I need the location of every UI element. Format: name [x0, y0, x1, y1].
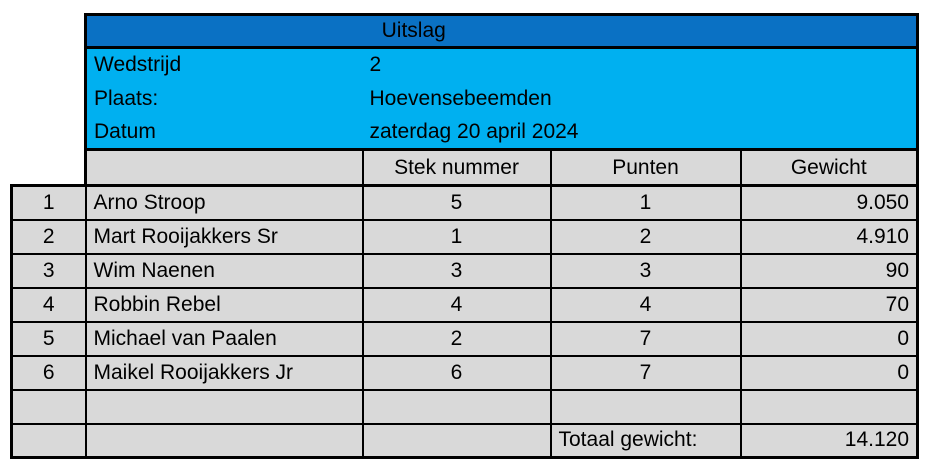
spacer-cell: [11, 115, 86, 150]
total-row: Totaal gewicht: 14.120: [10, 422, 919, 459]
stek-cell: 2: [361, 320, 552, 357]
empty-cell: [84, 422, 364, 459]
gewicht-cell: 70: [739, 286, 919, 323]
punten-cell: 7: [549, 320, 742, 357]
meta-value-wedstrijd: 2: [362, 47, 919, 82]
empty-cell: [10, 422, 87, 459]
rank-cell: 4: [10, 286, 87, 323]
empty-cell: [739, 388, 919, 425]
name-cell: Wim Naenen: [84, 252, 364, 289]
name-cell: Michael van Paalen: [84, 320, 364, 357]
meta-row: Datum zaterdag 20 april 2024: [11, 115, 919, 150]
header-row: Stek nummer Punten Gewicht: [11, 148, 919, 187]
title-band-filler: [740, 13, 919, 49]
total-value: 14.120: [739, 422, 919, 459]
sheet-title: Uitslag: [84, 13, 741, 49]
name-cell: Mart Rooijakkers Sr: [84, 218, 364, 255]
spacer-cell: [11, 47, 86, 82]
gewicht-cell: 0: [739, 354, 919, 391]
meta-label-plaats: Plaats:: [84, 81, 363, 116]
name-cell: Robbin Rebel: [84, 286, 364, 323]
total-label: Totaal gewicht:: [549, 422, 742, 459]
table-row: 3 Wim Naenen 3 3 90: [10, 252, 919, 289]
meta-row: Plaats: Hoevensebeemden: [11, 81, 919, 116]
spacer-cell: [11, 14, 86, 48]
meta-row: Wedstrijd 2: [11, 47, 919, 82]
rank-cell: 3: [10, 252, 87, 289]
gewicht-cell: 9.050: [739, 184, 919, 221]
header-stek-nummer: Stek nummer: [361, 148, 552, 187]
punten-cell: 7: [549, 354, 742, 391]
empty-cell: [549, 388, 742, 425]
meta-label-datum: Datum: [84, 115, 363, 150]
stek-cell: 3: [361, 252, 552, 289]
meta-label-wedstrijd: Wedstrijd: [84, 47, 363, 82]
table-row: 6 Maikel Rooijakkers Jr 6 7 0: [10, 354, 919, 391]
meta-value-datum: zaterdag 20 april 2024: [362, 115, 919, 150]
rank-cell: 5: [10, 320, 87, 357]
meta-value-plaats: Hoevensebeemden: [362, 81, 919, 116]
header-name-empty: [84, 148, 364, 187]
name-cell: Arno Stroop: [84, 184, 364, 221]
table-row: 4 Robbin Rebel 4 4 70: [10, 286, 919, 323]
gewicht-cell: 4.910: [739, 218, 919, 255]
empty-row: [10, 388, 919, 425]
empty-cell: [361, 388, 552, 425]
gewicht-cell: 90: [739, 252, 919, 289]
header-punten: Punten: [549, 148, 742, 187]
rank-cell: 1: [10, 184, 87, 221]
empty-cell: [84, 388, 364, 425]
stek-cell: 4: [361, 286, 552, 323]
table-row: 5 Michael van Paalen 2 7 0: [10, 320, 919, 357]
punten-cell: 3: [549, 252, 742, 289]
punten-cell: 4: [549, 286, 742, 323]
results-sheet: Uitslag Wedstrijd 2 Plaats: Hoevensebeem…: [10, 13, 919, 459]
header-gewicht: Gewicht: [739, 148, 919, 187]
results-table: Uitslag Wedstrijd 2 Plaats: Hoevensebeem…: [10, 13, 919, 459]
empty-cell: [361, 422, 552, 459]
stek-cell: 1: [361, 218, 552, 255]
punten-cell: 1: [549, 184, 742, 221]
table-row: 1 Arno Stroop 5 1 9.050: [10, 184, 919, 221]
stek-cell: 6: [361, 354, 552, 391]
title-row: Uitslag: [11, 13, 919, 49]
stek-cell: 5: [361, 184, 552, 221]
spacer-cell: [11, 149, 86, 186]
table-row: 2 Mart Rooijakkers Sr 1 2 4.910: [10, 218, 919, 255]
name-cell: Maikel Rooijakkers Jr: [84, 354, 364, 391]
rank-cell: 2: [10, 218, 87, 255]
empty-cell: [10, 388, 87, 425]
gewicht-cell: 0: [739, 320, 919, 357]
rank-cell: 6: [10, 354, 87, 391]
punten-cell: 2: [549, 218, 742, 255]
spacer-cell: [11, 81, 86, 116]
